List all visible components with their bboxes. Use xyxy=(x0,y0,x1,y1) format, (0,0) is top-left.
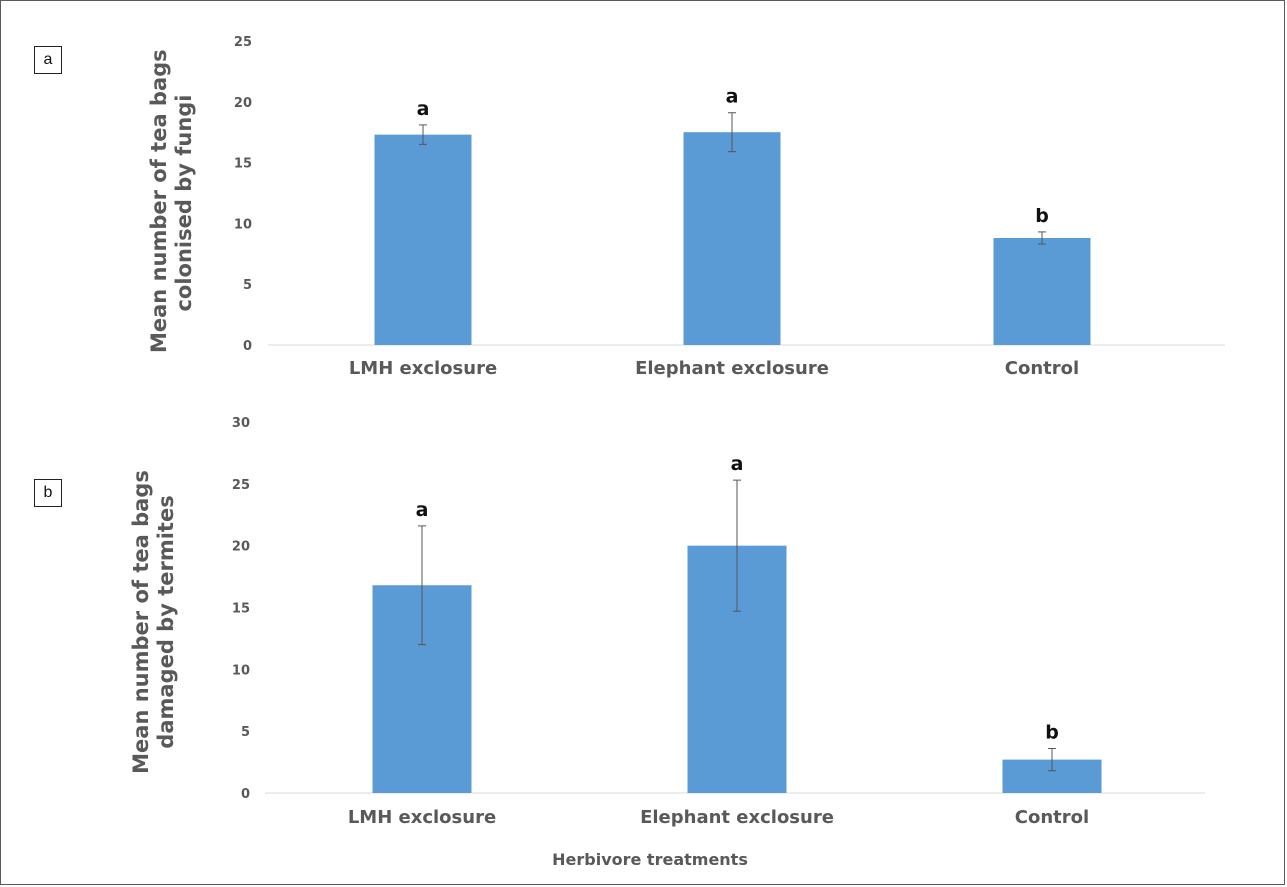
chart-a-ytick-label: 0 xyxy=(243,339,252,354)
chart-a-ytick-label: 10 xyxy=(234,217,252,232)
chart-a-ytick-label: 15 xyxy=(234,157,252,172)
chart-a-error-bar xyxy=(728,112,736,153)
chart-a-bar xyxy=(374,134,472,345)
chart-a-ytick-label: 25 xyxy=(234,35,252,50)
chart-b-ytick-label: 5 xyxy=(241,725,250,740)
panel-b-label-text: b xyxy=(43,484,53,501)
chart-a-error-bar xyxy=(1038,231,1046,245)
chart-b-ytick-label: 20 xyxy=(232,540,250,555)
chart-b-ytick-label: 0 xyxy=(241,787,250,802)
chart-a-ytick-label: 20 xyxy=(234,96,252,111)
chart-a-ytick-label: 5 xyxy=(243,278,252,293)
chart-b-significance-label: a xyxy=(416,499,429,521)
chart-b-ytick-label: 10 xyxy=(232,663,250,678)
chart-a-error-bar xyxy=(419,124,427,145)
chart-a-category-label: LMH exclosure xyxy=(349,358,497,379)
panel-b-label: b xyxy=(34,479,62,507)
chart-b-significance-label: a xyxy=(731,453,744,475)
chart-b-category-label: Elephant exclosure xyxy=(640,807,834,828)
chart-a-significance-label: a xyxy=(726,86,739,108)
chart-b-ytick-label: 15 xyxy=(232,602,250,617)
chart-b-category-label: LMH exclosure xyxy=(348,807,496,828)
chart-b-ytick-label: 30 xyxy=(232,416,250,431)
chart-b-significance-label: b xyxy=(1045,721,1059,743)
chart-a-bar xyxy=(993,237,1091,345)
chart-b-error-bar xyxy=(418,525,426,646)
chart-b-ytick-label: 25 xyxy=(232,478,250,493)
chart-b-xlabel: Herbivore treatments xyxy=(552,850,748,869)
chart-a-category-label: Control xyxy=(1005,358,1079,379)
chart-b-category-label: Control xyxy=(1015,807,1089,828)
chart-b-error-bar xyxy=(733,479,741,612)
chart-a-bar xyxy=(683,132,781,345)
panel-a-label-text: a xyxy=(43,51,53,68)
panel-a-label: a xyxy=(34,46,62,74)
chart-b-error-bar xyxy=(1048,747,1056,772)
chart-a-significance-label: b xyxy=(1035,205,1049,227)
chart-a-significance-label: a xyxy=(417,98,430,120)
chart-a-category-label: Elephant exclosure xyxy=(635,358,829,379)
